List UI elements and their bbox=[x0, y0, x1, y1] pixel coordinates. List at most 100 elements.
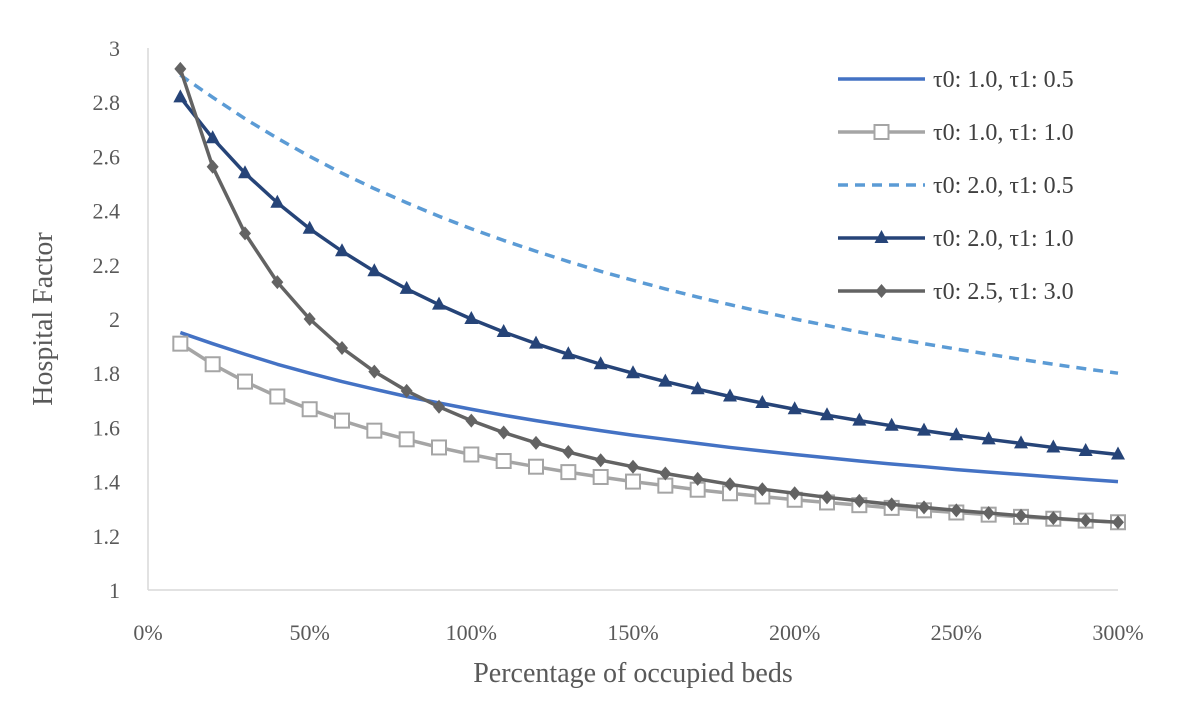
data-point bbox=[465, 413, 478, 428]
data-point bbox=[1111, 446, 1125, 460]
data-point bbox=[562, 445, 575, 460]
series-layer bbox=[172, 61, 1126, 531]
data-point bbox=[496, 324, 511, 338]
data-point bbox=[884, 417, 899, 431]
data-point bbox=[270, 194, 285, 208]
data-point bbox=[464, 311, 479, 324]
data-point bbox=[400, 383, 413, 398]
legend-label: τ0: 1.0, τ1: 1.0 bbox=[933, 120, 1074, 146]
data-point bbox=[530, 435, 542, 450]
x-tick-label: 300% bbox=[1092, 620, 1143, 645]
x-tick-label: 150% bbox=[607, 620, 658, 645]
data-point bbox=[885, 497, 898, 512]
legend-item: τ0: 2.5, τ1: 3.0 bbox=[838, 279, 1074, 305]
data-point bbox=[366, 422, 383, 439]
legend-item: τ0: 1.0, τ1: 0.5 bbox=[838, 67, 1074, 93]
data-point bbox=[336, 340, 348, 355]
legend-item: τ0: 1.0, τ1: 1.0 bbox=[838, 120, 1074, 146]
data-point bbox=[560, 464, 577, 481]
legend-marker bbox=[873, 124, 890, 140]
data-point bbox=[787, 401, 802, 415]
data-point bbox=[594, 453, 607, 468]
data-point bbox=[1015, 508, 1027, 523]
data-point bbox=[981, 431, 996, 445]
series-line bbox=[179, 73, 1119, 375]
legend-label: τ0: 1.0, τ1: 0.5 bbox=[933, 67, 1074, 93]
data-point bbox=[625, 473, 641, 490]
data-point bbox=[950, 503, 963, 518]
data-point bbox=[821, 490, 833, 505]
data-point bbox=[528, 458, 544, 475]
data-point bbox=[788, 486, 801, 501]
axes: 1 1.2 1.4 1.6 1.8 2 2.2 2.4 2.6 2.8 3 0% 50% 100% 150%… bbox=[93, 36, 1144, 645]
data-point bbox=[271, 275, 284, 290]
legend-item: τ0: 2.0, τ1: 1.0 bbox=[838, 226, 1074, 252]
data-point bbox=[724, 477, 736, 492]
data-point bbox=[463, 446, 480, 463]
data-point bbox=[756, 482, 769, 497]
data-point bbox=[174, 61, 187, 76]
data-point bbox=[334, 412, 350, 429]
data-point bbox=[691, 471, 704, 486]
series-5 bbox=[174, 61, 1124, 530]
y-tick-label: 1.8 bbox=[93, 361, 121, 386]
series-2 bbox=[172, 335, 1126, 531]
data-point bbox=[433, 399, 445, 414]
data-point bbox=[237, 373, 253, 390]
series-line bbox=[178, 96, 1119, 457]
x-axis-title: Percentage of occupied beds bbox=[473, 658, 793, 689]
y-tick-label: 2.2 bbox=[93, 253, 121, 278]
data-point bbox=[432, 296, 446, 310]
data-point bbox=[431, 439, 447, 456]
data-point bbox=[398, 431, 415, 448]
y-tick-label: 2.8 bbox=[93, 90, 121, 115]
data-point bbox=[658, 373, 673, 387]
legend-item: τ0: 2.0, τ1: 0.5 bbox=[838, 173, 1074, 199]
data-point bbox=[852, 412, 867, 426]
data-point bbox=[172, 335, 189, 352]
data-point bbox=[302, 220, 317, 234]
y-tick-label: 1 bbox=[109, 578, 120, 603]
data-point bbox=[657, 477, 674, 494]
series-line bbox=[179, 330, 1119, 484]
data-point bbox=[301, 401, 318, 418]
y-tick-label: 1.6 bbox=[93, 415, 121, 440]
data-point bbox=[918, 500, 930, 515]
data-point bbox=[238, 165, 252, 179]
legend-label: τ0: 2.5, τ1: 3.0 bbox=[933, 279, 1074, 305]
data-point bbox=[206, 159, 219, 174]
data-point bbox=[497, 425, 510, 440]
series-4 bbox=[173, 89, 1125, 460]
data-point bbox=[755, 395, 770, 409]
data-point bbox=[592, 468, 609, 485]
x-tick-label: 250% bbox=[931, 620, 982, 645]
data-point bbox=[367, 263, 382, 277]
y-tick-label: 2.6 bbox=[93, 144, 121, 169]
data-point bbox=[495, 453, 512, 470]
x-tick-label: 0% bbox=[133, 620, 162, 645]
y-tick-label: 3 bbox=[109, 36, 120, 61]
data-point bbox=[1046, 439, 1061, 453]
data-point bbox=[982, 506, 995, 521]
legend-label: τ0: 2.0, τ1: 0.5 bbox=[933, 173, 1074, 199]
y-tick-label: 2 bbox=[109, 307, 120, 332]
data-point bbox=[820, 407, 834, 421]
data-point bbox=[1112, 515, 1124, 530]
data-point bbox=[561, 346, 576, 360]
y-tick-label: 2.4 bbox=[93, 199, 121, 224]
data-point bbox=[659, 466, 672, 481]
data-point bbox=[723, 388, 737, 402]
data-point bbox=[917, 422, 931, 436]
series-3 bbox=[179, 73, 1119, 375]
legend: τ0: 1.0, τ1: 0.5 τ0: 1.0, τ1: 1.0 τ0: 2.0,… bbox=[838, 67, 1074, 305]
legend-label: τ0: 2.0, τ1: 1.0 bbox=[933, 226, 1074, 252]
data-point bbox=[529, 335, 543, 349]
data-point bbox=[239, 226, 251, 241]
data-point bbox=[1078, 442, 1093, 456]
legend-marker bbox=[874, 230, 889, 243]
x-tick-label: 200% bbox=[769, 620, 820, 645]
data-point bbox=[853, 493, 866, 508]
data-point bbox=[269, 388, 286, 405]
data-point bbox=[303, 312, 316, 326]
